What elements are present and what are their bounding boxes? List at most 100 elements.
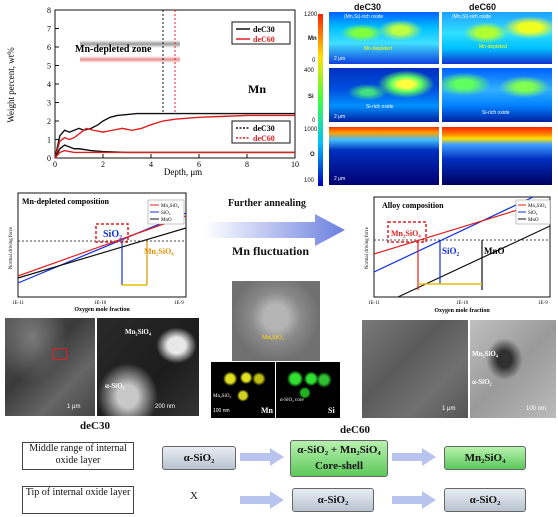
map-scale-2: 2 μm: [334, 114, 346, 120]
right-box-label: Mn₂SiO₄: [391, 229, 421, 238]
map-label-si-rich-1: Si-rich oxide: [366, 104, 394, 110]
x-tick-label: 4: [149, 160, 153, 169]
r-line-mno: [397, 225, 551, 298]
micro-left-sio2-label: α-SiO₂: [105, 382, 125, 390]
y-tick-label: 4: [47, 80, 51, 89]
left-ylabel: Normal driving force: [9, 226, 14, 269]
micrograph-right-tem: Mn₂SiO₄ α-SiO₂ 100 nm: [470, 320, 556, 418]
right-legend-2: SiO₂: [528, 211, 538, 216]
row-label-mn: Mn: [308, 36, 317, 42]
left-xlabel: Oxygen mole fraction: [74, 307, 130, 313]
mn-label: Mn: [248, 82, 266, 96]
micro-center-scale: 100 nm: [213, 408, 230, 414]
left-legend-2: SiO₂: [161, 211, 171, 216]
y-tick-label: 0: [47, 154, 51, 163]
left-legend-3: MnO: [161, 218, 172, 223]
annealing-arrow: [205, 214, 345, 246]
series-si-dec30: [54, 144, 295, 159]
legend-si-decc30: deC30: [253, 124, 275, 133]
x-tick-label: 10: [291, 160, 299, 169]
left-xtick-3: 1E-9: [174, 301, 184, 306]
micrograph-center-si-map: α-SiO₂ core Si: [276, 362, 340, 418]
legend-si-decc60: deC60: [253, 134, 275, 143]
scale-mn-bot: 0: [312, 58, 316, 64]
color-scale: [318, 14, 323, 186]
micrograph-left-sem: 1 μm: [5, 318, 95, 416]
micrograph-right-sem: 1 μm: [362, 320, 468, 418]
map-scale-1: 2 μm: [334, 56, 346, 62]
micro-center-mn: Mn: [261, 406, 273, 415]
row2-label-box: Tip of internal oxide layer: [22, 486, 134, 514]
y-tick-label: 7: [47, 25, 51, 34]
y-tick-label: 3: [47, 99, 51, 108]
right-mno-label: MnO: [484, 246, 505, 256]
x-tick-label: 8: [245, 160, 249, 169]
line-mn2sio4: [17, 215, 187, 277]
line-sio2: [17, 212, 187, 284]
right-legend-1: Mn₂SiO₄: [528, 204, 546, 209]
x-tick-label: 0: [53, 160, 57, 169]
left-xtick-2: 1E-10: [94, 301, 107, 306]
r-line-sio2: [373, 196, 534, 273]
map-label-mnsi-rich-1: (Mn,Si)-rich oxide: [344, 14, 384, 20]
map-label-mn-depleted-2: Mn-depleted: [479, 44, 507, 50]
y-tick-label: 1: [47, 136, 51, 145]
scale-o-top: 1000: [304, 127, 318, 133]
y-tick-label: 2: [47, 117, 51, 126]
right-legend-3: MnO: [528, 218, 539, 223]
map-si-decc60: [442, 68, 552, 122]
right-ylabel: Normal driving force: [365, 226, 370, 269]
row2-stage3: α-SiO₂: [444, 488, 526, 512]
row1-stage2-line1: α-SiO₂ + Mn₂SiO₄: [297, 444, 381, 456]
micro-right-scale1: 1 μm: [442, 406, 456, 412]
micro-center-si: Si: [328, 406, 335, 415]
sample-label-decc60: deC60: [340, 424, 370, 436]
sample-label-decc30: deC30: [80, 420, 110, 432]
right-xlabel: Oxygen mole fraction: [434, 308, 490, 314]
row1-stage2: α-SiO₂ + Mn₂SiO₄ Core-shell: [290, 440, 388, 477]
row1-label-box: Middle range of internal oxide layer: [22, 442, 134, 470]
map-o-decc60: [442, 127, 552, 185]
right-xtick-2: 1E-10: [456, 301, 469, 306]
row1-stage3: Mn₂SiO₄: [444, 446, 526, 470]
map-label-mnsi-rich-2: (Mn,Si)-rich oxide: [452, 14, 492, 20]
left-box-label: SiO₂: [103, 229, 122, 240]
scale-si-top: 400: [304, 68, 315, 74]
micro-left-oxide-label: Mn₂SiO₄: [125, 328, 151, 336]
row2-arrow2: [392, 491, 436, 509]
line-mno: [17, 227, 187, 279]
map-label-si-rich-2: Si-rich oxide: [482, 110, 510, 116]
zone-band-gray: [80, 40, 180, 48]
map-col-label-decc60: deC60: [469, 2, 497, 12]
row1-stage1: α-SiO₂: [162, 446, 236, 470]
map-scale-3: 2 μm: [334, 176, 346, 182]
right-xtick-3: 1E-9: [538, 301, 548, 306]
left-title: Mn-depleted composition: [22, 197, 109, 206]
row1-arrow1: [240, 448, 284, 466]
further-annealing-label: Further annealing: [228, 198, 306, 209]
micro-left-scale1: 1 μm: [67, 404, 81, 410]
scale-si-bot: 0: [312, 118, 316, 124]
driving-force-left: SiO₂ Mn₂SiO₄ Mn-depleted composition Mn₂…: [9, 192, 187, 313]
micrograph-center-tem: Mn₂SiO₄: [232, 281, 320, 361]
row1-label: Middle range of internal oxide layer: [29, 443, 127, 466]
y-tick-label: 8: [47, 6, 51, 15]
row2-label: Tip of internal oxide layer: [25, 487, 131, 498]
x-tick-label: 2: [101, 160, 105, 169]
map-label-mn-depleted-1: Mn-depleted: [364, 46, 392, 52]
row1-stage2-line2: Core-shell: [314, 460, 364, 472]
elemental-maps: deC30 deC60 1200 Mn 0 (Mn,Si)-rich oxide…: [304, 0, 558, 190]
legend-mn-decc60: deC60: [253, 35, 275, 44]
top-xlabel: Depth, μm: [164, 167, 202, 177]
zone-label: Mn-depleted zone: [75, 44, 152, 55]
row1-arrow2: [392, 448, 436, 466]
map-col-label-decc30: deC30: [354, 2, 382, 12]
row2-stage1: X: [190, 490, 198, 502]
right-title: Alloy composition: [382, 201, 444, 210]
map-o-decc30: [329, 127, 439, 185]
y-tick-label: 5: [47, 62, 51, 71]
micro-center-mn-label: Mn₂SiO₄: [213, 394, 232, 399]
scale-o-bot: 100: [304, 178, 315, 184]
mn2sio4-highlight-box: [387, 221, 427, 243]
